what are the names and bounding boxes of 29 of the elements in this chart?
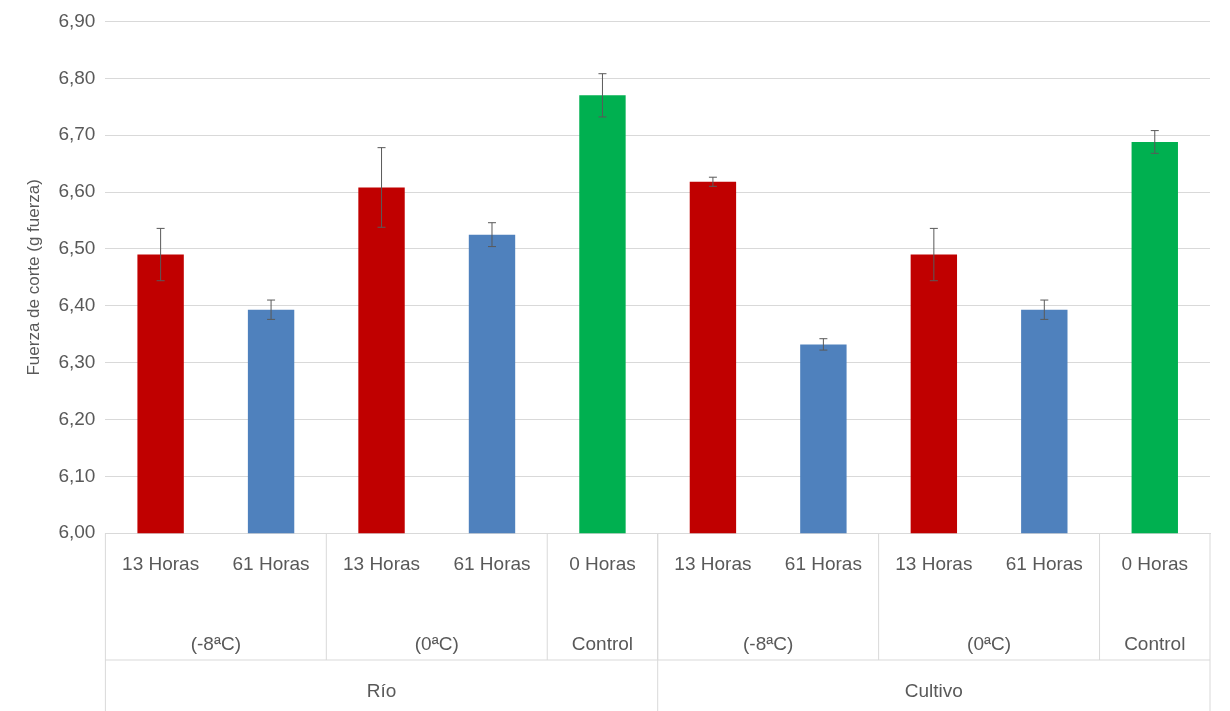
y-tick-label: 6,00 [58, 521, 96, 543]
text: (0ªC) [414, 633, 459, 655]
y-tick-label: 6,30 [58, 350, 96, 372]
x-tick-label: 61 Horas [453, 552, 531, 574]
y-tick-label: 6,70 [58, 123, 96, 145]
y-axis-title: Fuerza de corte (g fuerza) [23, 179, 43, 376]
x-tick-label: 61 Horas [1005, 552, 1083, 574]
x-tick-label: 0 Horas [569, 552, 636, 574]
text: Cultivo [904, 680, 963, 702]
y-tick-label: 6,80 [58, 66, 96, 88]
x-tick-label: 61 Horas [232, 552, 310, 574]
y-tick-label: 6,60 [58, 180, 96, 202]
y-tick-label: 6,10 [58, 464, 96, 486]
x-tick-label: 0 Horas [1121, 552, 1189, 574]
text: (0ªC) [967, 633, 1012, 655]
y-tick-label: 6,20 [58, 407, 96, 429]
x-tick-label: 13 Horas [895, 552, 973, 574]
x-tick-label: 13 Horas [342, 552, 421, 574]
y-tick-label: 6,50 [58, 237, 96, 259]
text: (-8ªC) [190, 633, 241, 655]
text: (-8ªC) [743, 633, 794, 655]
x-tick-label: 61 Horas [784, 552, 862, 574]
y-tick-label: 6,90 [58, 9, 96, 31]
x-tick-label: 13 Horas [674, 552, 752, 574]
text: Río [366, 680, 397, 702]
y-tick-label: 6,40 [58, 293, 96, 315]
text: Control [571, 633, 634, 655]
text: Control [1124, 633, 1186, 655]
x-tick-label: 13 Horas [122, 552, 200, 574]
